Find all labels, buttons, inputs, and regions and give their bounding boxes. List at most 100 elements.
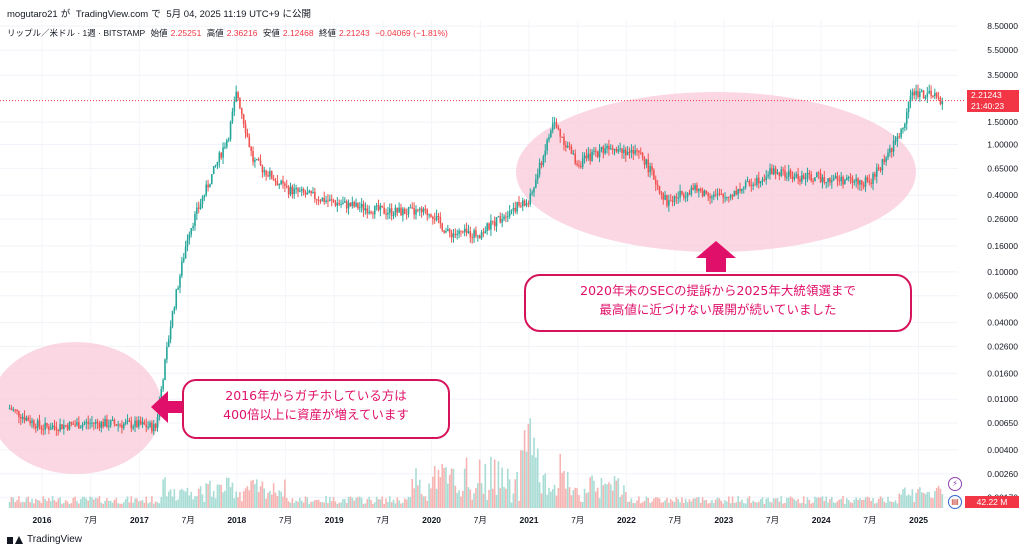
volume-bar [128, 502, 131, 508]
volume-bar [769, 501, 771, 508]
candle-body [23, 416, 26, 421]
candle-body [551, 123, 554, 131]
candle-body [233, 101, 236, 112]
candles [8, 84, 944, 436]
volume-bar [19, 502, 22, 508]
candle-body [529, 193, 532, 205]
volume-bar [66, 501, 69, 508]
candle-body [100, 421, 103, 428]
candle-body [46, 422, 48, 427]
candle-body [27, 417, 30, 421]
candle-body [194, 213, 196, 227]
candle-body [890, 148, 893, 152]
volume-bar [692, 498, 695, 508]
volume-bar [784, 502, 786, 508]
volume-bar [905, 495, 908, 508]
candle-body [709, 196, 711, 198]
x-tick-label: 7月 [279, 515, 292, 525]
volume-bar [409, 497, 412, 508]
volume-bar [280, 491, 282, 508]
candle-body [108, 425, 110, 427]
volume-bar [583, 488, 586, 508]
volume-bar [742, 503, 745, 508]
open-label: 始値 [150, 28, 168, 38]
candle-body [306, 192, 309, 195]
volume-bar [231, 482, 234, 508]
volume-bar [164, 477, 166, 508]
volume-bar [433, 466, 436, 508]
candle-body [718, 193, 721, 195]
volume-bar [653, 498, 655, 508]
volume-bar [787, 497, 790, 508]
candle-body [113, 419, 116, 425]
volume-bar [578, 495, 580, 508]
candle-body [714, 194, 717, 196]
arrow-left-icon [151, 391, 182, 423]
volume-bar [626, 501, 629, 508]
candle-body [49, 429, 52, 431]
candle-body [653, 170, 655, 180]
candle-body [581, 158, 584, 168]
volume-bar [714, 499, 717, 508]
candle-body [934, 93, 936, 97]
volume-bar [617, 478, 620, 508]
candle-body [864, 177, 867, 187]
candle-body [293, 188, 296, 195]
candle-body [516, 201, 518, 212]
y-tick-label: 0.26000 [987, 214, 1018, 224]
candle-body [473, 230, 475, 238]
volume-bar [272, 483, 275, 508]
volume-bar [428, 483, 430, 508]
volume-bar [222, 492, 224, 508]
candle-body [615, 149, 618, 152]
volume-bar [570, 495, 573, 508]
candle-body [447, 229, 449, 232]
candle-body [381, 205, 384, 208]
callout-hodl-line1: 2016年からガチホしている方は [225, 388, 407, 403]
volume-bar [338, 502, 340, 508]
candle-body [308, 190, 311, 193]
volume-bar [934, 491, 936, 508]
candle-body [555, 122, 558, 128]
candle-body [772, 168, 775, 175]
tradingview-footer[interactable]: TradingView [7, 534, 82, 545]
volume-bar [299, 497, 301, 508]
candle-body [259, 160, 262, 166]
volume-bar [250, 480, 252, 508]
candle-body [497, 216, 500, 218]
candle-body [351, 202, 354, 207]
candle-body [512, 208, 515, 211]
site-name[interactable]: TradingView.com [75, 9, 149, 20]
author-name[interactable]: mogutaro21 [7, 9, 58, 20]
volume-bar [937, 485, 940, 508]
volume-bar [197, 488, 200, 508]
volume-bar [355, 497, 357, 508]
candle-body [600, 146, 603, 150]
volume-bar [598, 498, 601, 508]
volume-bar [375, 496, 378, 508]
candle-body [503, 216, 505, 220]
candle-body [394, 207, 397, 216]
candle-body [336, 203, 339, 206]
us-flag-icon[interactable]: ▤ [948, 495, 962, 509]
volume-bar [506, 468, 509, 508]
volume-bar [151, 496, 153, 508]
candle-body [836, 176, 839, 180]
candle-body [817, 172, 820, 174]
volume-bar [872, 498, 874, 508]
candle-body [782, 169, 784, 171]
volume-bar [932, 498, 934, 508]
lightning-icon[interactable]: ⚡ [948, 477, 962, 491]
candle-body [731, 195, 734, 197]
volume-bar [196, 496, 198, 508]
volume-bar [473, 493, 475, 508]
volume-bar [456, 492, 458, 508]
candle-body [589, 153, 591, 161]
volume-bar [209, 480, 211, 508]
candle-body [29, 420, 31, 424]
volume-bar [892, 502, 895, 508]
volume-bar [214, 498, 217, 508]
volume-bar [587, 492, 590, 508]
volume-bar [849, 502, 852, 508]
volume-bar [141, 499, 144, 508]
